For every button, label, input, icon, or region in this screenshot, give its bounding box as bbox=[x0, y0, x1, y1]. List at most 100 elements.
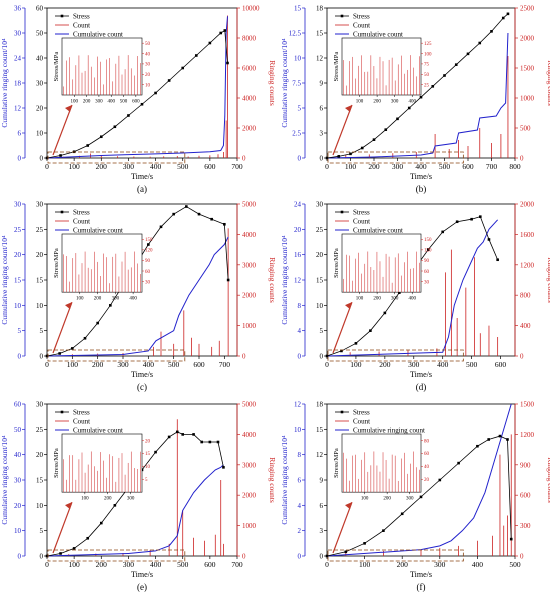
legend-label: Cumulative count bbox=[73, 31, 123, 39]
y-outer-tick-label: 0 bbox=[18, 353, 22, 361]
y-outer-tick-label: 10 bbox=[14, 527, 22, 535]
y-outer-tick-label: 40 bbox=[14, 451, 22, 459]
y-inner-tick-label: 50 bbox=[36, 30, 44, 38]
panel-label: (a) bbox=[137, 184, 147, 194]
y-inner-tick-label: 10 bbox=[36, 502, 44, 510]
y-outer-tick-label: 12.5 bbox=[289, 30, 302, 38]
inset-x-tick-label: 100 bbox=[356, 100, 364, 105]
inset-y-axis-label: Stress/MPa bbox=[333, 448, 340, 478]
y-right-tick-label: 1200 bbox=[520, 261, 535, 269]
y-inner-tick-label: 5 bbox=[40, 327, 44, 335]
y-inner-tick-label: 12 bbox=[316, 55, 324, 63]
inset-y-tick-label: 10 bbox=[145, 83, 151, 88]
stress-point bbox=[487, 238, 491, 241]
stress-point bbox=[86, 536, 90, 540]
stress-point bbox=[99, 135, 103, 139]
stress-point bbox=[223, 29, 227, 32]
y-outer-tick-label: 18 bbox=[14, 80, 22, 88]
cumulative-count-line bbox=[46, 464, 224, 557]
y-right-tick-label: 800 bbox=[520, 292, 531, 300]
legend-stress-marker bbox=[340, 14, 344, 18]
legend-stress-marker bbox=[340, 410, 344, 414]
inset-frame bbox=[61, 233, 143, 293]
stress-point bbox=[509, 537, 513, 541]
x-tick-label: 0 bbox=[325, 162, 329, 171]
stress-point bbox=[219, 31, 223, 35]
inset-arrow-head bbox=[345, 502, 352, 510]
inset-y-tick-label: 40 bbox=[424, 465, 430, 470]
panel-label: (f) bbox=[417, 582, 426, 592]
y-outer-tick-label: 15 bbox=[14, 277, 22, 285]
stress-point bbox=[426, 248, 430, 251]
y-inner-tick-label: 0 bbox=[40, 155, 44, 163]
stress-point bbox=[340, 349, 343, 353]
y-right-tick-label: 2500 bbox=[520, 5, 535, 13]
stress-point bbox=[159, 225, 163, 229]
inset-x-tick-label: 200 bbox=[94, 297, 102, 302]
inset-x-tick-label: 100 bbox=[361, 497, 369, 502]
y-outer-tick-label: 6 bbox=[298, 477, 302, 485]
y-inner-tick-label: 30 bbox=[36, 201, 44, 209]
stress-point bbox=[325, 354, 329, 358]
stress-point bbox=[194, 54, 198, 57]
x-tick-label: 200 bbox=[96, 162, 108, 171]
y-outer-tick-label: 20 bbox=[14, 502, 22, 510]
panel-label: (e) bbox=[137, 582, 147, 592]
stress-point bbox=[470, 217, 473, 221]
y-inner-tick-label: 20 bbox=[36, 451, 44, 459]
y-inner-tick-label: 25 bbox=[36, 226, 44, 234]
stress-point bbox=[71, 347, 74, 350]
y-inner-tick-label: 15 bbox=[36, 277, 44, 285]
x-axis-label: Time/s bbox=[131, 570, 153, 579]
stress-point bbox=[344, 550, 348, 554]
legend-label: Count bbox=[73, 418, 90, 426]
cumulative-count-line bbox=[46, 236, 229, 357]
stress-point bbox=[99, 521, 103, 525]
y-right-tick-label: 1000 bbox=[520, 95, 535, 103]
y-inner-tick-label: 18 bbox=[316, 401, 324, 409]
y-right-tick-label: 600 bbox=[520, 492, 531, 500]
legend-label: Stress bbox=[73, 13, 90, 21]
stress-point bbox=[109, 304, 112, 307]
stress-point bbox=[431, 85, 435, 88]
x-tick-label: 100 bbox=[69, 560, 81, 569]
y-outer-tick-label: 36 bbox=[14, 5, 22, 13]
stress-point bbox=[210, 217, 213, 221]
y-inner-tick-label: 9 bbox=[320, 477, 324, 485]
legend-label: Stress bbox=[73, 209, 90, 217]
stress-point bbox=[185, 205, 188, 208]
y-right-tick-label: 0 bbox=[520, 553, 524, 561]
stress-point bbox=[45, 354, 49, 358]
legend-label: Cumulative count bbox=[73, 427, 123, 435]
inset-y-tick-label: 5 bbox=[145, 478, 148, 483]
zoom-region-box bbox=[47, 549, 186, 562]
legend-label: Count bbox=[353, 418, 370, 426]
stress-point bbox=[147, 243, 150, 246]
inset-y-tick-label: 20 bbox=[145, 439, 151, 444]
y-outer-tick-label: 0 bbox=[18, 155, 22, 163]
panel-b: 0 100 200 300 400 500 600 700 800Time/s02.557.51… bbox=[280, 5, 550, 195]
inset-x-tick-label: 300 bbox=[391, 297, 399, 302]
inset-x-tick-label: 100 bbox=[71, 100, 79, 105]
y-right-tick-label: 2000 bbox=[242, 292, 257, 300]
y-inner-tick-label: 30 bbox=[36, 401, 44, 409]
stress-point bbox=[192, 433, 195, 436]
y-right-tick-label: 2000 bbox=[242, 125, 257, 133]
y-inner-tick-label: 15 bbox=[316, 30, 324, 38]
y-right-tick-label: 2000 bbox=[520, 201, 535, 209]
inset-y-axis-label: Stress/MPa bbox=[53, 248, 60, 278]
stress-point bbox=[369, 329, 372, 332]
zoom-region-box bbox=[327, 349, 464, 362]
x-axis-label: Time/s bbox=[410, 370, 432, 379]
x-tick-label: 500 bbox=[509, 560, 521, 569]
stress-point bbox=[167, 79, 171, 82]
inset-y-tick-label: 80 bbox=[424, 439, 430, 444]
inset-y-tick-label: 25 bbox=[424, 83, 430, 88]
inset-x-tick-label: 100 bbox=[81, 497, 89, 502]
legend-stress-marker bbox=[340, 210, 344, 214]
legend-label: Stress bbox=[353, 13, 370, 21]
stress-point bbox=[154, 91, 157, 95]
inset-x-tick-label: 200 bbox=[104, 497, 112, 502]
